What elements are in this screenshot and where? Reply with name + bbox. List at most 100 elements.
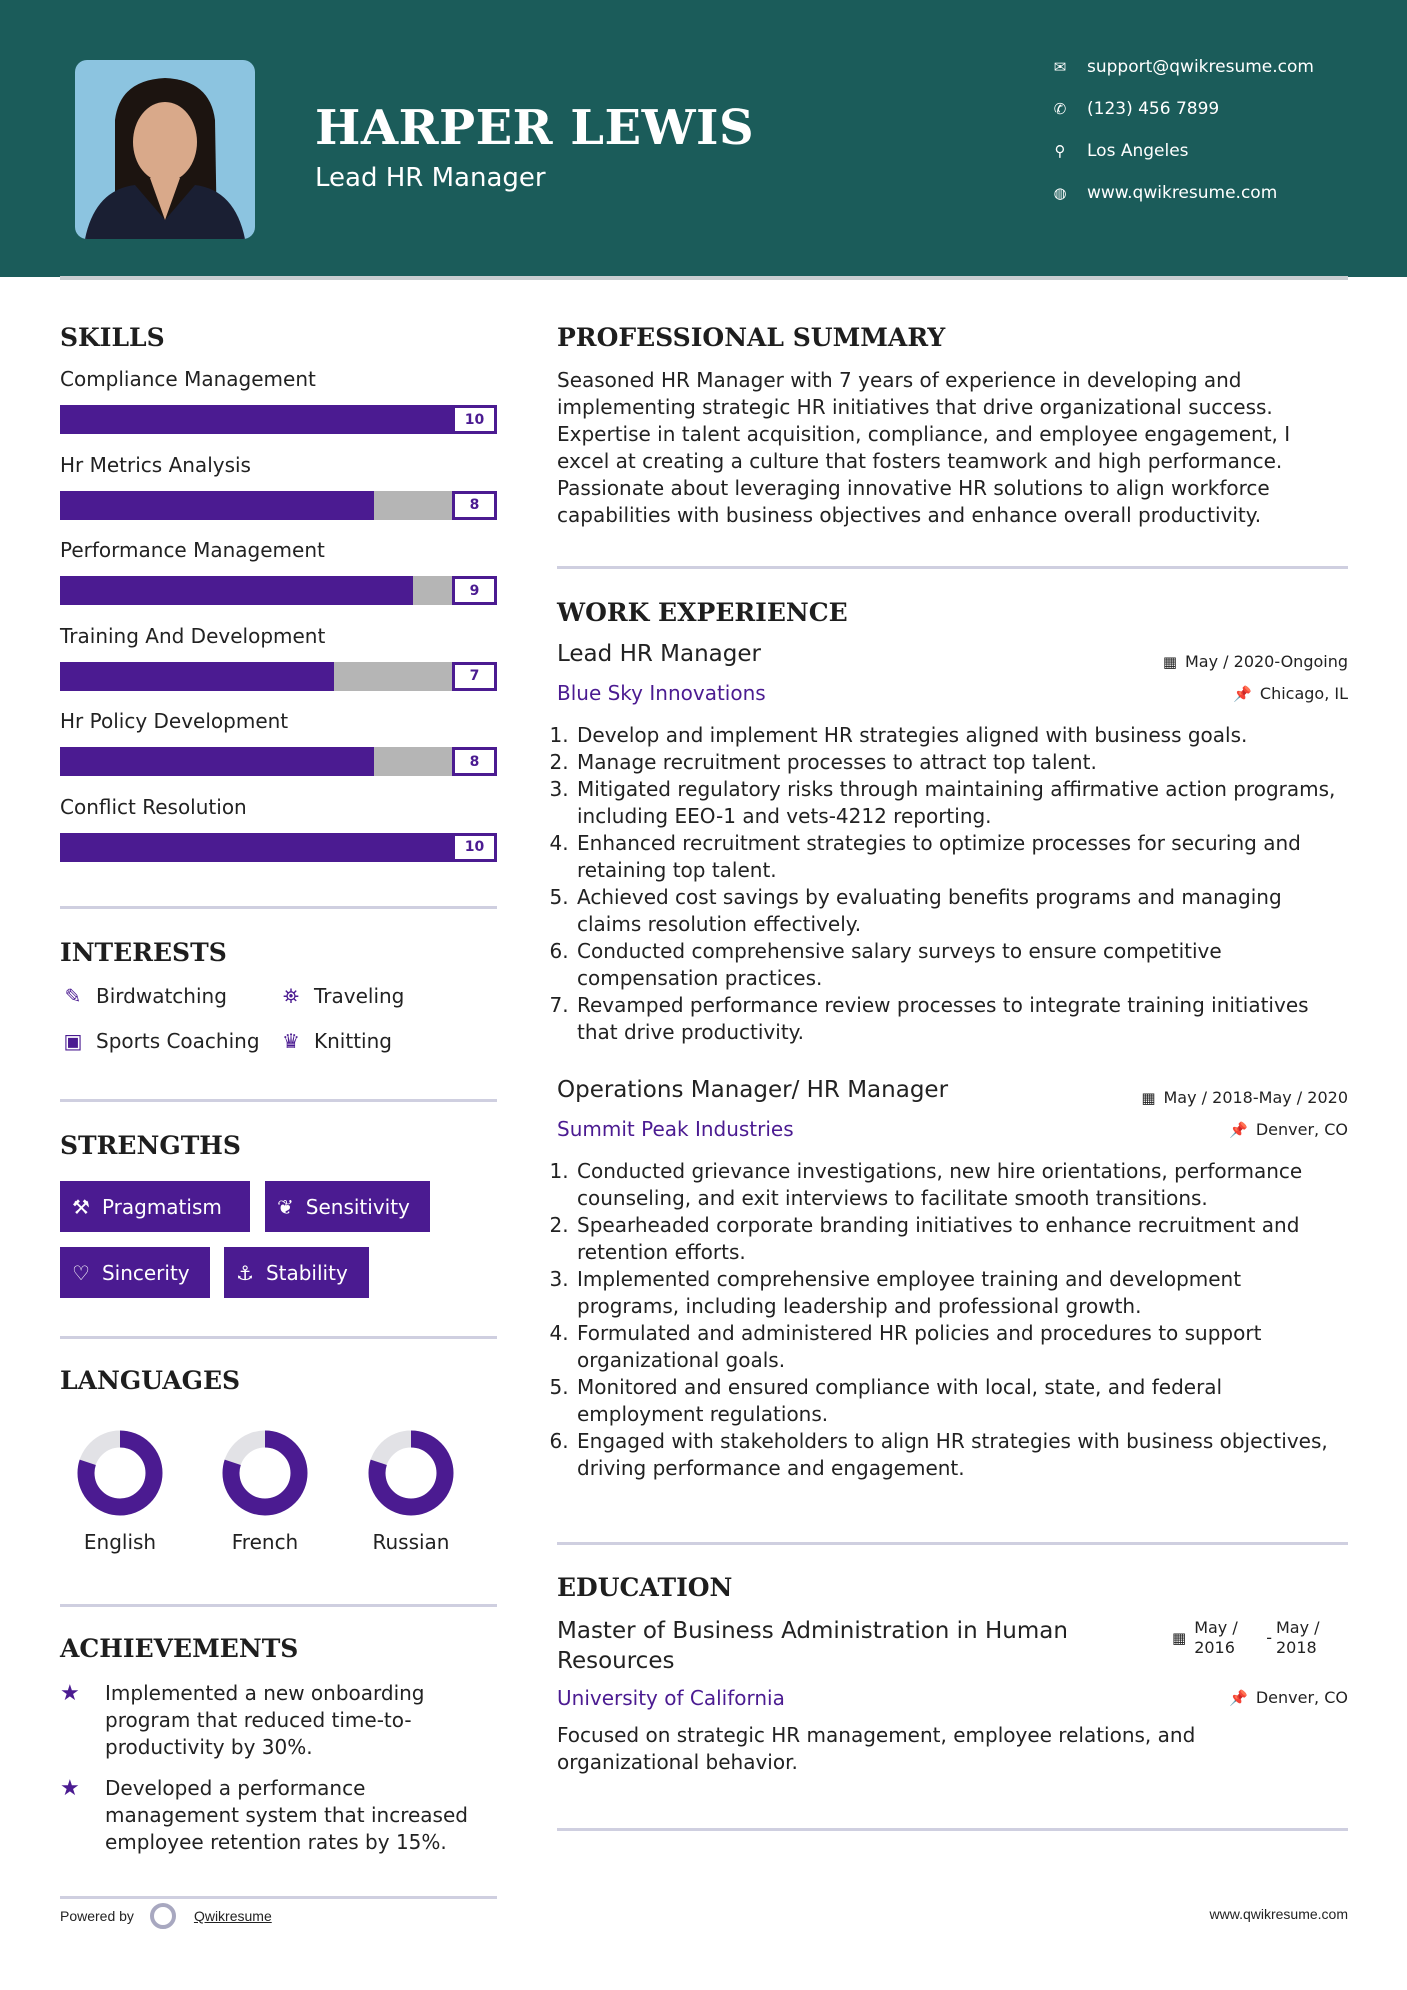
dates-text: May / 2018-May / 2020 — [1163, 1088, 1349, 1107]
job-dates: ▦ May / 2018-May / 2020 — [1141, 1088, 1348, 1107]
location-text: Los Angeles — [1087, 141, 1189, 161]
skill-score: 10 — [452, 405, 497, 434]
job-bullets: Develop and implement HR strategies alig… — [557, 722, 1347, 1046]
strength-label: Sincerity — [101, 1260, 190, 1285]
star-icon: ★ — [60, 1776, 80, 1801]
contact-website[interactable]: ◍ www.qwikresume.com — [1050, 183, 1277, 203]
anchor-icon: ⚓ — [236, 1260, 254, 1285]
skill-bar-fill — [60, 405, 452, 434]
interest-label: Knitting — [314, 1029, 392, 1053]
footer-website[interactable]: www.qwikresume.com — [1209, 1906, 1348, 1922]
job-bullet: Revamped performance review processes to… — [575, 992, 1347, 1046]
skill-label: Training And Development — [60, 623, 326, 648]
divider — [60, 1604, 497, 1607]
donut-level — [77, 1430, 163, 1516]
strength-tag: ❦ Sensitivity — [265, 1181, 430, 1232]
qwikresume-logo-icon — [149, 1903, 176, 1929]
job-bullet: Spearheaded corporate branding initiativ… — [575, 1212, 1347, 1266]
website-text: www.qwikresume.com — [1087, 183, 1278, 203]
skill-bar: 8 — [60, 490, 497, 520]
skill-score: 7 — [452, 661, 497, 691]
skills-heading: SKILLS — [60, 323, 165, 352]
interest-item: ▣ Sports Coaching — [60, 1029, 260, 1053]
trophy-icon: ♛ — [282, 1029, 300, 1053]
achievement-text: Developed a performance management syste… — [105, 1776, 468, 1854]
job-bullets: Conducted grievance investigations, new … — [557, 1158, 1347, 1482]
skill-label: Performance Management — [60, 538, 325, 562]
education-description: Focused on strategic HR management, empl… — [557, 1723, 1196, 1774]
language-donut — [222, 1430, 308, 1516]
skill-score: 8 — [452, 490, 497, 520]
skill-bar-fill — [60, 490, 374, 520]
map-marker-icon: ⚲ — [1054, 142, 1066, 160]
language-label: English — [83, 1530, 157, 1554]
interest-item: ⛯ Traveling — [278, 984, 404, 1008]
interest-label: Sports Coaching — [96, 1029, 260, 1053]
brand-link[interactable]: Qwikresume — [193, 1908, 272, 1924]
skill-bar-fill — [60, 747, 374, 776]
leaf-icon: ❦ — [277, 1194, 294, 1219]
divider — [60, 1896, 497, 1899]
achievements-heading: ACHIEVEMENTS — [60, 1634, 299, 1663]
contact-phone: ✆ (123) 456 7899 — [1050, 99, 1220, 119]
binoculars-icon: ⛯ — [283, 984, 299, 1008]
skill-bar-fill — [60, 576, 413, 605]
interest-label: Traveling — [314, 984, 405, 1008]
skill-bar-fill — [60, 661, 335, 691]
job-bullet: Engaged with stakeholders to align HR st… — [575, 1428, 1347, 1482]
phone-icon: ✆ — [1053, 100, 1067, 118]
achievement-item: ★ Implemented a new onboarding program th… — [60, 1680, 497, 1761]
divider — [60, 906, 497, 909]
job-bullet: Conducted comprehensive salary surveys t… — [575, 938, 1347, 992]
interests-heading: INTERESTS — [60, 938, 227, 967]
job-title: Operations Manager/ HR Manager — [557, 1077, 949, 1103]
start-date: May / 2016 — [1194, 1618, 1238, 1657]
calendar-icon: ▦ — [1141, 1089, 1156, 1107]
donut-level — [368, 1430, 454, 1516]
strength-tag: ⚒ Pragmatism — [60, 1181, 250, 1232]
skill-label: Hr Metrics Analysis — [60, 452, 251, 477]
briefcase-icon: ▣ — [63, 1029, 83, 1053]
languages-heading: LANGUAGES — [60, 1366, 241, 1395]
job-title: Lead HR Manager — [557, 641, 761, 667]
dates-text: May / 2020-Ongoing — [1185, 652, 1348, 671]
candidate-title: Lead HR Manager — [315, 163, 546, 193]
language-donut — [368, 1430, 454, 1516]
experience-heading: WORK EXPERIENCE — [557, 598, 848, 627]
candidate-name: HARPER LEWIS — [315, 100, 755, 156]
skill-score: 9 — [452, 576, 497, 605]
header-divider — [60, 276, 1348, 280]
edit-icon: ✎ — [64, 984, 82, 1008]
skill-score: 10 — [452, 832, 497, 862]
language-label: French — [231, 1530, 299, 1554]
job-bullet: Monitored and ensured compliance with lo… — [575, 1374, 1347, 1428]
strength-label: Sensitivity — [305, 1194, 410, 1219]
summary-heading: PROFESSIONAL SUMMARY — [557, 323, 946, 352]
job-bullet: Enhanced recruitment strategies to optim… — [575, 830, 1347, 884]
job-bullet: Conducted grievance investigations, new … — [575, 1158, 1347, 1212]
job-dates: ▦ May / 2020-Ongoing — [1163, 652, 1348, 671]
calendar-icon: ▦ — [1162, 653, 1177, 671]
company-name: Blue Sky Innovations — [557, 681, 766, 705]
job-bullet: Achieved cost savings by evaluating bene… — [575, 884, 1347, 938]
interest-item: ✎ Birdwatching — [60, 984, 227, 1008]
location-text: Denver, CO — [1255, 1120, 1348, 1139]
pushpin-icon: 📌 — [1229, 1689, 1248, 1707]
language-item: English — [65, 1428, 175, 1554]
job-bullet: Formulated and administered HR policies … — [575, 1320, 1347, 1374]
achievement-text: Implemented a new onboarding program tha… — [105, 1681, 425, 1759]
phone-text: (123) 456 7899 — [1087, 99, 1220, 119]
school-name: University of California — [557, 1686, 785, 1710]
divider — [60, 1336, 497, 1339]
job-bullet: Implemented comprehensive employee train… — [575, 1266, 1347, 1320]
divider — [557, 1542, 1348, 1545]
envelope-icon: ✉ — [1053, 58, 1067, 76]
contact-email[interactable]: ✉ support@qwikresume.com — [1050, 57, 1314, 77]
skill-bar: 10 — [60, 405, 497, 434]
strength-label: Stability — [265, 1260, 348, 1285]
education-heading: EDUCATION — [557, 1573, 733, 1602]
divider — [557, 566, 1348, 569]
skill-bar: 10 — [60, 832, 497, 862]
interest-item: ♛ Knitting — [278, 1029, 392, 1053]
education-location: 📌 Denver, CO — [1229, 1688, 1348, 1707]
